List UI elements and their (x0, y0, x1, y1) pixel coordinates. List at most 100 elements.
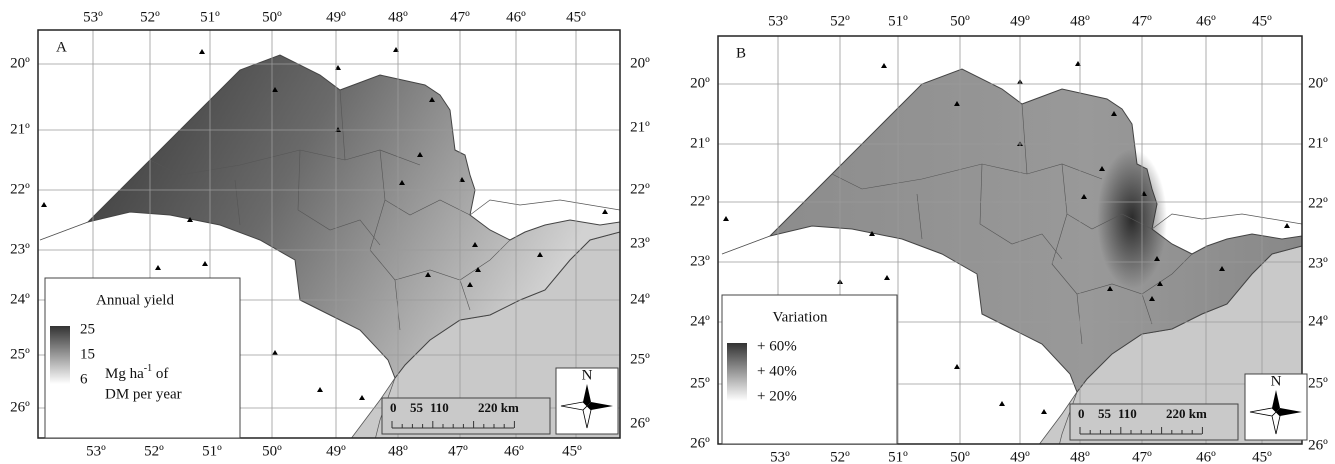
legend-box (721, 294, 898, 445)
legend-level: + 40% (757, 363, 797, 379)
weather-station (1154, 256, 1160, 261)
scale-label: 110 (430, 400, 449, 415)
scale-label: 220 km (1166, 406, 1207, 421)
longitude-label: 49º (1010, 449, 1030, 464)
weather-station (1075, 61, 1081, 66)
weather-station (335, 65, 341, 70)
legend-box (44, 277, 241, 439)
weather-station (187, 217, 193, 222)
longitude-label: 48º (1070, 13, 1090, 29)
scale-box (1069, 403, 1239, 441)
longitude-label: 48º (388, 443, 408, 459)
latitude-label: 20º (690, 75, 710, 91)
longitude-label: 49º (326, 443, 346, 459)
weather-station (417, 152, 423, 157)
weather-station (999, 401, 1005, 406)
legend-level: + 20% (757, 388, 797, 404)
weather-station (1219, 266, 1225, 271)
latitude-label: 22º (630, 181, 650, 197)
longitude-label: 53º (768, 13, 788, 29)
weather-station (425, 272, 431, 277)
legend-unit-line2: DM per year (105, 386, 182, 402)
latitude-label: 24º (1308, 313, 1328, 329)
latitude-label: 23º (1308, 255, 1328, 271)
legend-unit: Mg ha-1 of (105, 363, 168, 382)
weather-station (537, 252, 543, 257)
latitude-label: 26º (630, 415, 650, 431)
longitude-label: 48º (388, 9, 408, 25)
map-panel: A 53º 52º 51º 50º 49º 48º 47º 46º 45º 53º 52º 51º 50º… (10, 9, 650, 459)
longitude-label: 45º (1252, 449, 1272, 464)
latitude-label: 26º (10, 399, 30, 415)
scale-box (381, 397, 551, 435)
weather-station (202, 261, 208, 266)
weather-station (467, 282, 473, 287)
weather-station (602, 209, 608, 214)
geography (39, 47, 620, 438)
longitude-label: 51º (200, 9, 220, 25)
longitude-label: 47º (1132, 13, 1152, 29)
scale-label: 55 (1098, 406, 1112, 421)
weather-station (1141, 191, 1147, 196)
weather-station (1041, 409, 1047, 414)
legend-level: 15 (80, 346, 95, 362)
longitude-label: 50º (950, 449, 970, 464)
latitude-label: 22º (10, 181, 30, 197)
weather-station (954, 364, 960, 369)
latitude-label: 25º (690, 375, 710, 391)
weather-station (884, 275, 890, 280)
weather-station (1099, 166, 1105, 171)
map-frame (37, 29, 621, 439)
weather-station (429, 97, 435, 102)
longitude-label: 46º (506, 9, 526, 25)
unit-rest: of (152, 366, 168, 382)
scale-label: 220 km (478, 400, 519, 415)
longitude-label: 51º (888, 449, 908, 464)
longitude-label: 53º (770, 449, 790, 464)
legend-title: Annual yield (96, 292, 174, 308)
latitude-label: 23º (690, 253, 710, 269)
scale-label: 55 (410, 400, 424, 415)
legend-level: 6 (80, 371, 88, 387)
longitude-label: 46º (1196, 13, 1216, 29)
longitude-label: 50º (950, 13, 970, 29)
weather-station (1157, 281, 1163, 286)
weather-station (723, 216, 729, 221)
latitude-label: 21º (690, 135, 710, 151)
weather-station (881, 63, 887, 68)
longitude-label: 50º (262, 9, 282, 25)
longitude-label: 50º (262, 443, 282, 459)
latitude-label: 20º (10, 55, 30, 71)
latitude-label: 22º (690, 193, 710, 209)
latitude-label: 26º (690, 435, 710, 451)
latitude-label: 24º (690, 313, 710, 329)
latitude-label: 23º (630, 235, 650, 251)
longitude-label: 51º (888, 13, 908, 29)
weather-station (472, 242, 478, 247)
coastline-neighbors (39, 199, 620, 438)
longitude-label: 45º (1252, 13, 1272, 29)
weather-station (954, 101, 960, 106)
geography (721, 61, 1302, 444)
longitude-label: 46º (504, 443, 524, 459)
north-label: N (582, 367, 593, 383)
weather-station (359, 395, 365, 400)
longitude-label: 47º (448, 443, 468, 459)
latitude-label: 20º (630, 55, 650, 71)
unit-exponent: -1 (144, 363, 152, 374)
longitude-label: 52º (140, 9, 160, 25)
longitude-label: 48º (1070, 449, 1090, 464)
weather-station (1111, 111, 1117, 116)
weather-station (1081, 194, 1087, 199)
longitude-label: 52º (830, 13, 850, 29)
latitude-label: 21º (10, 121, 30, 137)
scale-label: 0 (390, 400, 397, 415)
longitude-label: 46º (1196, 449, 1216, 464)
legend-title: Variation (773, 309, 828, 325)
scale-label: 0 (1078, 406, 1085, 421)
latitude-label: 20º (1308, 75, 1328, 91)
legend-level: + 60% (757, 338, 797, 354)
latitude-label: 25º (10, 346, 30, 362)
weather-station (1107, 286, 1113, 291)
